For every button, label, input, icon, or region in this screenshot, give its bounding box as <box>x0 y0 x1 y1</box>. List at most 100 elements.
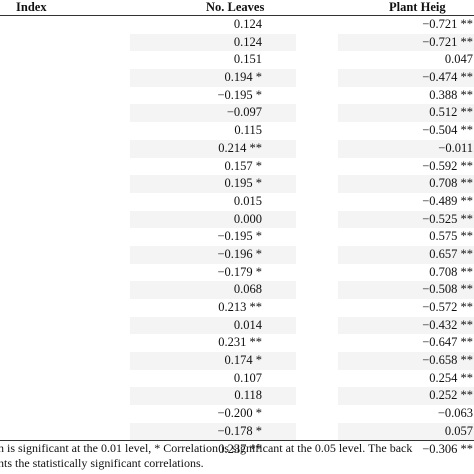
table-row: 0.115 −0.504 ** <box>0 122 474 140</box>
row-shading <box>130 104 296 123</box>
table-row: 0.151 0.047 <box>0 51 474 69</box>
row-shading <box>130 352 296 370</box>
table-row: −0.179 * 0.708 ** <box>0 264 474 282</box>
cell-plant-height: −0.432 ** <box>422 317 473 332</box>
cell-no-leaves: 0.195 * <box>224 176 263 191</box>
table-row: 0.231 ** −0.647 ** <box>0 334 474 352</box>
cell-plant-height: 0.708 ** <box>429 176 473 191</box>
table-row: −0.195 * 0.575 ** <box>0 228 474 246</box>
row-shading <box>130 139 296 158</box>
cell-no-leaves: −0.196 * <box>217 246 262 261</box>
cell-no-leaves: −0.179 * <box>217 264 262 279</box>
footnote-line-1: n is significant at the 0.01 level, * Co… <box>0 441 413 455</box>
row-shading <box>130 210 296 229</box>
table-row: −0.097 0.512 ** <box>0 104 474 123</box>
row-shading <box>338 352 474 370</box>
cell-no-leaves: 0.124 <box>233 34 262 49</box>
table-row: 0.157 * −0.592 ** <box>0 158 474 176</box>
cell-no-leaves: −0.195 * <box>217 229 262 244</box>
cell-plant-height: −0.658 ** <box>422 353 473 368</box>
cell-no-leaves: 0.237 ** <box>218 441 262 456</box>
header-plant-height: Plant Heig <box>389 0 446 14</box>
table-row: 0.195 * 0.708 ** <box>0 175 474 193</box>
cell-no-leaves: 0.214 ** <box>218 140 262 155</box>
cell-plant-height: 0.575 ** <box>429 229 473 244</box>
cell-plant-height: −0.647 ** <box>422 335 473 350</box>
table-row: 0.015 −0.489 ** <box>0 193 474 211</box>
cell-no-leaves: 0.000 <box>233 211 262 226</box>
table-footnote: n is significant at the 0.01 level, * Co… <box>0 441 474 471</box>
table-row: 0.107 0.254 ** <box>0 370 474 388</box>
cell-no-leaves: 0.174 * <box>224 353 263 368</box>
cell-no-leaves: 0.194 * <box>224 70 263 85</box>
cell-no-leaves: 0.118 <box>234 388 262 403</box>
cell-plant-height: 0.388 ** <box>429 87 473 102</box>
cell-plant-height: −0.572 ** <box>422 300 473 314</box>
bottom-rule <box>0 440 474 441</box>
cell-plant-height: 0.254 ** <box>429 370 473 385</box>
cell-no-leaves: −0.097 <box>226 105 262 120</box>
row-shading <box>130 245 296 264</box>
table-row: −0.200 * −0.063 <box>0 405 474 423</box>
cell-plant-height: −0.508 ** <box>422 282 473 297</box>
table-row: −0.196 * 0.657 ** <box>0 245 474 264</box>
table-body: 0.124 −0.721 ** 0.124 −0.721 ** 0.151 0.047 0.… <box>0 16 474 458</box>
cell-plant-height: −0.592 ** <box>422 158 473 173</box>
cell-plant-height: 0.047 <box>444 52 473 67</box>
cell-no-leaves: 0.124 <box>233 17 262 31</box>
table-row: 0.014 −0.432 ** <box>0 316 474 335</box>
row-shading <box>130 316 296 335</box>
table-row: 0.068 −0.508 ** <box>0 281 474 299</box>
row-shading <box>338 245 474 264</box>
cell-plant-height: 0.657 ** <box>429 246 473 261</box>
cell-no-leaves: 0.115 <box>234 123 262 138</box>
cell-plant-height: −0.721 ** <box>422 34 473 49</box>
row-shading <box>338 69 474 87</box>
cell-plant-height: −0.489 ** <box>422 193 473 208</box>
cell-plant-height: −0.011 <box>438 140 473 155</box>
table-row: 0.000 −0.525 ** <box>0 210 474 229</box>
cell-no-leaves: −0.195 * <box>217 87 262 102</box>
cell-no-leaves: 0.015 <box>233 193 262 208</box>
header-index: Index <box>16 0 47 14</box>
table-row: 0.124 −0.721 ** <box>0 16 474 34</box>
cell-plant-height: 0.708 ** <box>429 264 473 279</box>
cell-plant-height: −0.525 ** <box>422 211 473 226</box>
cell-no-leaves: −0.200 * <box>217 406 262 421</box>
row-shading <box>338 210 474 229</box>
cell-plant-height: −0.306 ** <box>422 441 473 456</box>
table-row: 0.213 ** −0.572 ** <box>0 299 474 317</box>
row-shading <box>338 139 474 158</box>
table-row: 0.118 0.252 ** <box>0 387 474 406</box>
table-row: −0.178 * 0.057 <box>0 422 474 441</box>
table-header: Index No. Leaves Plant Heig <box>0 0 474 16</box>
cell-plant-height: 0.252 ** <box>429 388 473 403</box>
row-shading <box>130 387 296 406</box>
cell-plant-height: −0.504 ** <box>422 123 473 138</box>
cell-no-leaves: 0.231 ** <box>218 335 262 350</box>
row-shading <box>338 104 474 123</box>
cell-no-leaves: −0.178 * <box>217 423 262 438</box>
header-rule <box>0 15 474 16</box>
cell-no-leaves: 0.068 <box>233 282 262 297</box>
header-no-leaves: No. Leaves <box>206 0 265 14</box>
row-shading <box>130 69 296 87</box>
cell-no-leaves: 0.107 <box>233 370 262 385</box>
table-row: 0.194 * −0.474 ** <box>0 69 474 87</box>
row-shading <box>338 422 474 441</box>
table-row: 0.124 −0.721 ** <box>0 33 474 52</box>
row-shading <box>338 175 474 193</box>
table-row: 0.174 * −0.658 ** <box>0 352 474 370</box>
table-row: 0.237 ** −0.306 ** <box>0 441 474 459</box>
row-shading <box>130 33 296 52</box>
footnote-line-2: hts the statistically significant correl… <box>0 456 204 470</box>
row-shading <box>130 281 296 299</box>
cell-plant-height: 0.512 ** <box>429 105 473 120</box>
cell-no-leaves: 0.157 * <box>224 158 263 173</box>
row-shading <box>130 422 296 441</box>
cell-plant-height: 0.057 <box>444 423 473 438</box>
cell-no-leaves: 0.014 <box>233 317 262 332</box>
row-shading <box>338 387 474 406</box>
row-shading <box>338 281 474 299</box>
row-shading <box>130 175 296 193</box>
